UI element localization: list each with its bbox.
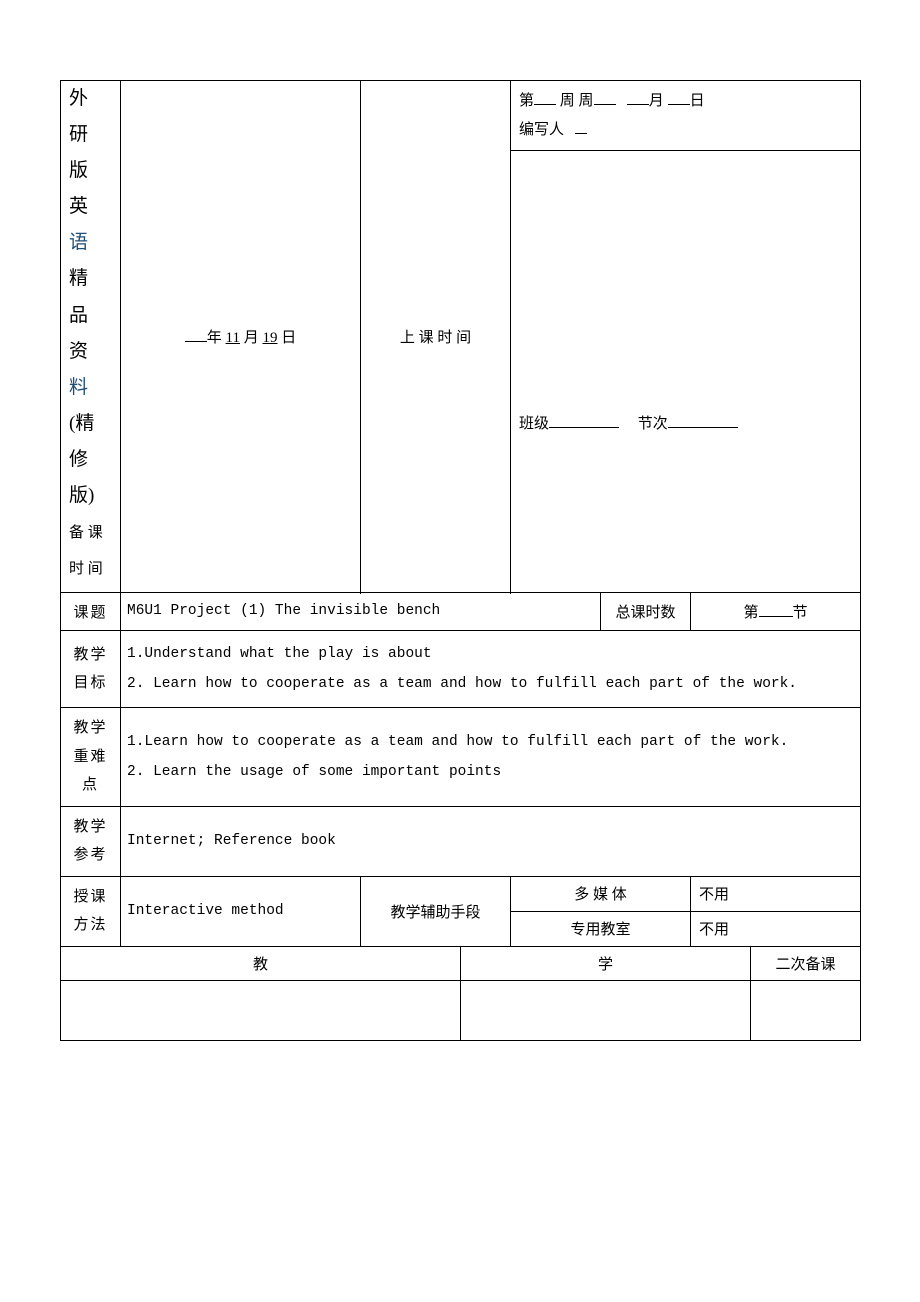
title-block: 外 研 版 英 语 精 品 资 料 (精 修 版) 备 课时 间 [61, 81, 121, 593]
total-periods-label: 总课时数 [601, 593, 691, 630]
learn-body[interactable] [461, 980, 751, 1040]
reference-value: Internet; Reference book [121, 806, 861, 876]
special-room-label: 专用教室 [511, 911, 691, 946]
meta-text: 第 [519, 93, 534, 109]
goal-line: 1.Understand what the play is about [127, 646, 432, 662]
title-line: 外 [69, 88, 88, 109]
teach-body[interactable] [61, 980, 461, 1040]
weekday-blank[interactable] [594, 90, 616, 105]
writer-blank[interactable] [575, 119, 587, 134]
week-blank[interactable] [534, 90, 556, 105]
title-line: 研 [69, 124, 88, 145]
day-value: 19 [262, 330, 277, 346]
day-blank[interactable] [668, 90, 690, 105]
reference-label: 教学参考 [61, 806, 121, 876]
title-line: 英 [69, 196, 88, 217]
session-blank[interactable] [668, 413, 738, 428]
goal-line: 2. Learn how to cooperate as a team and … [127, 676, 797, 692]
goal-content: 1.Understand what the play is about 2. L… [121, 630, 861, 708]
title-line: 修 [69, 449, 88, 470]
second-prep-body[interactable] [751, 980, 861, 1040]
topic-label: 课题 [61, 593, 121, 630]
lesson-plan-table: 外 研 版 英 语 精 品 资 料 (精 修 版) 备 课时 间 年 11 月 … [60, 80, 861, 1041]
multimedia-value: 不用 [691, 876, 861, 911]
method-label: 授课方法 [61, 876, 121, 946]
month-value: 11 [226, 330, 240, 346]
class-label: 班级 [519, 416, 549, 432]
difficulty-content: 1.Learn how to cooperate as a team and h… [121, 708, 861, 807]
month-blank[interactable] [627, 90, 649, 105]
class-time-label: 上 课 时 间 [361, 81, 511, 593]
teaching-aid-label: 教学辅助手段 [361, 876, 511, 946]
diff-line: 2. Learn the usage of some important poi… [127, 764, 501, 780]
meta-text: 周 周 [560, 93, 594, 109]
teach-header: 教 [61, 946, 461, 980]
goal-label: 教学目标 [61, 630, 121, 708]
title-line: 版 [69, 160, 88, 181]
diff-line: 1.Learn how to cooperate as a team and h… [127, 734, 788, 750]
prep-time-label: 备 课时 间 [69, 525, 103, 577]
prep-date-cell: 年 11 月 19 日 [121, 81, 361, 593]
class-blank[interactable] [549, 413, 619, 428]
day-label: 日 [281, 330, 296, 346]
session-label: 节次 [638, 416, 668, 432]
title-line: 品 [69, 305, 88, 326]
total-periods-value[interactable]: 第节 [691, 593, 861, 630]
meta-text: 月 [649, 93, 664, 109]
learn-header: 学 [461, 946, 751, 980]
title-line: 精 [69, 268, 88, 289]
second-prep-header: 二次备课 [751, 946, 861, 980]
method-value: Interactive method [121, 876, 361, 946]
meta-top: 第 周 周 月 日 编写人 [511, 81, 861, 151]
difficulty-label: 教学重难点 [61, 708, 121, 807]
writer-label: 编写人 [519, 122, 564, 138]
special-room-value: 不用 [691, 911, 861, 946]
year-blank[interactable] [185, 327, 207, 342]
title-line-highlight: 语 [69, 232, 88, 253]
lesson-plan-page: 外 研 版 英 语 精 品 资 料 (精 修 版) 备 课时 间 年 11 月 … [60, 80, 860, 1041]
class-session-cell: 班级 节次 [511, 151, 861, 593]
multimedia-label: 多 媒 体 [511, 876, 691, 911]
meta-text: 日 [690, 93, 705, 109]
month-label: 月 [244, 330, 259, 346]
title-line: 资 [69, 341, 88, 362]
title-line: 版) [69, 485, 94, 506]
topic-value: M6U1 Project (1) The invisible bench [121, 593, 601, 630]
title-line-highlight: 料 [69, 377, 88, 398]
year-label: 年 [207, 330, 222, 346]
title-line: (精 [69, 413, 94, 434]
